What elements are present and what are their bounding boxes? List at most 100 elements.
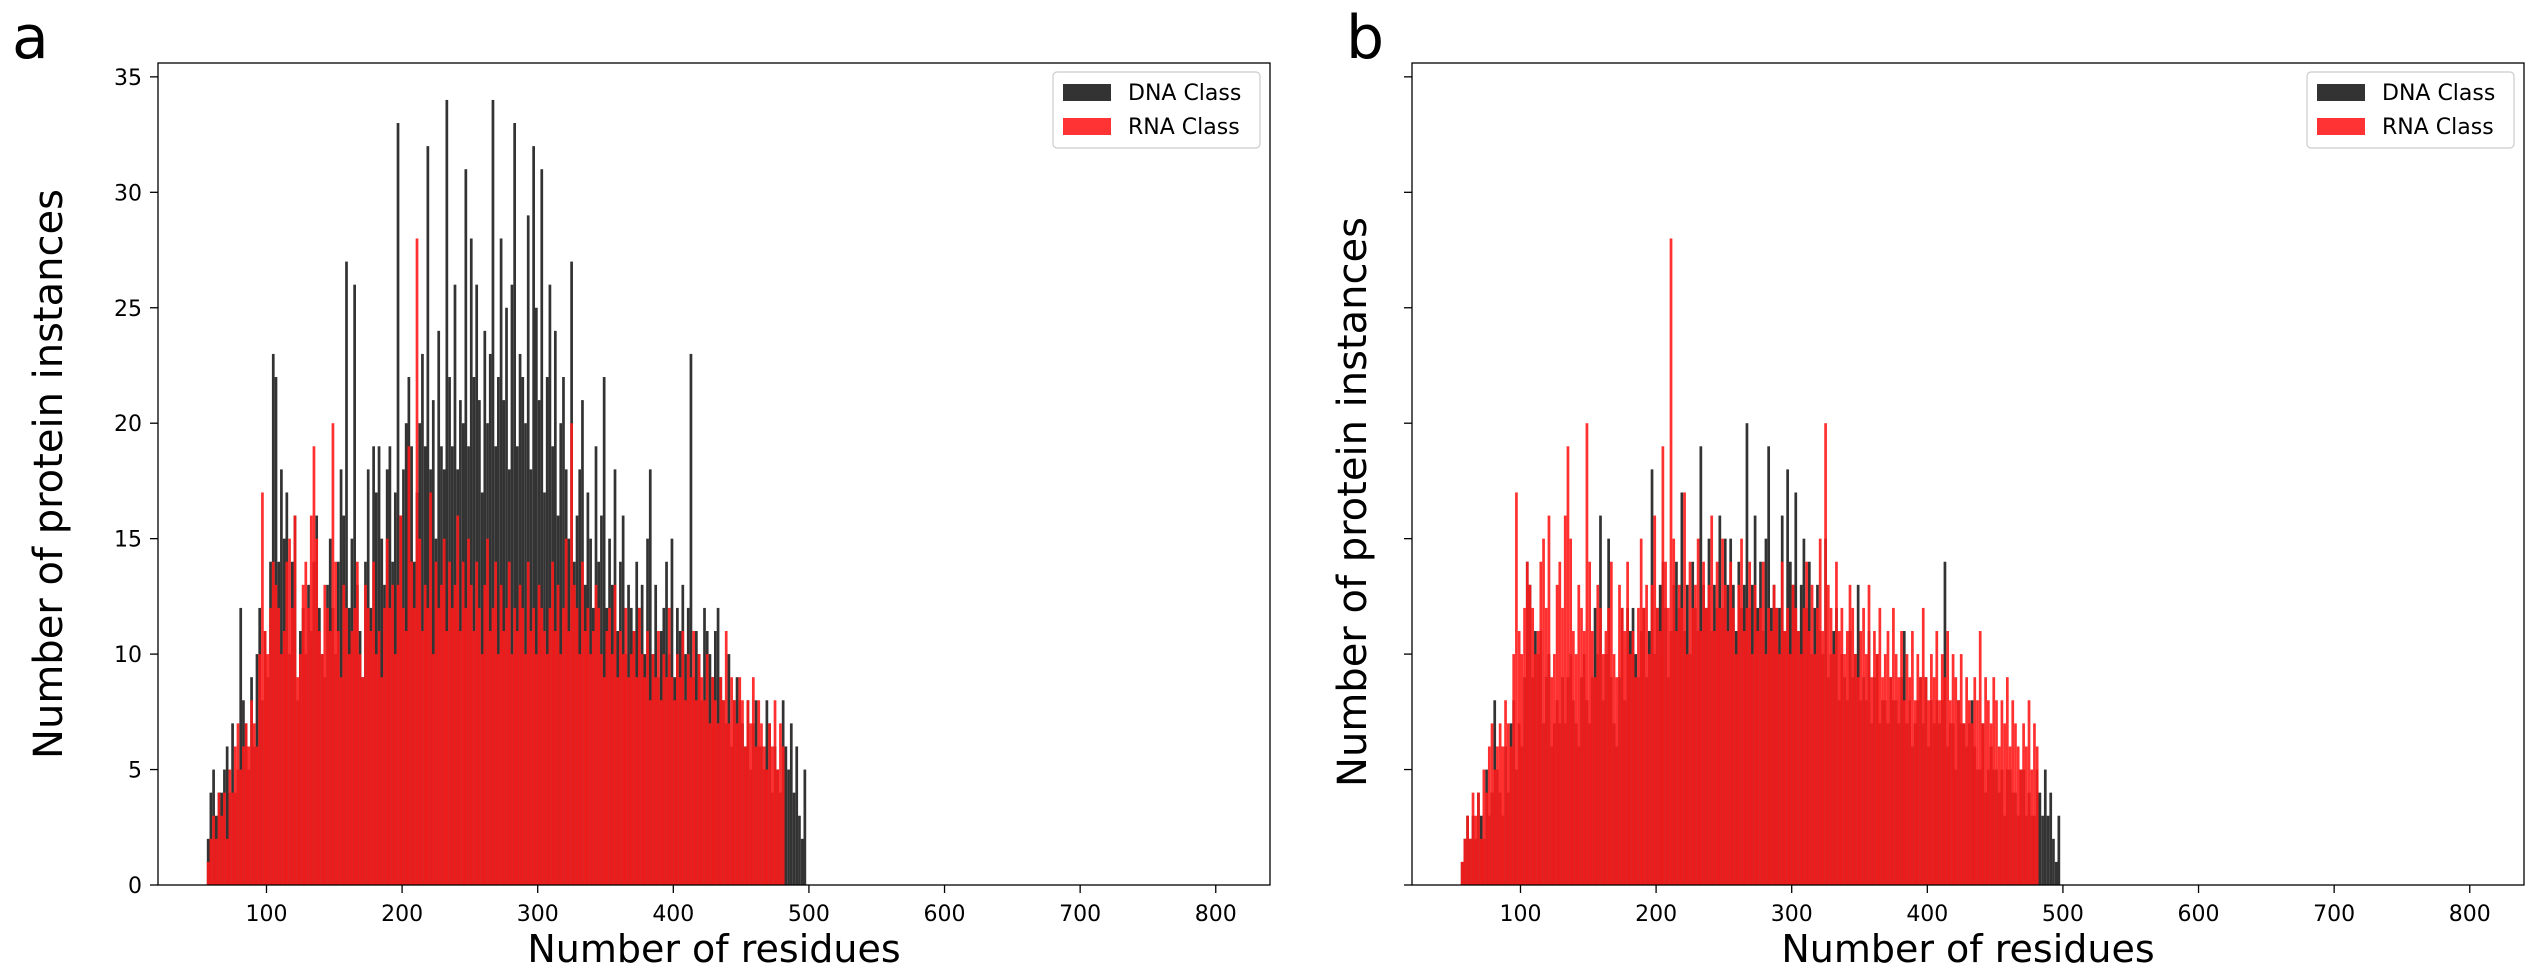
bar-rna	[2033, 723, 2036, 885]
bar-rna	[695, 700, 698, 885]
bar-dna	[453, 284, 457, 885]
y-tick-label: 0	[128, 874, 142, 899]
bar-rna	[445, 631, 449, 885]
bar-rna	[2008, 746, 2012, 885]
bar-rna	[1628, 654, 1632, 885]
bar-rna	[1555, 584, 1559, 885]
bar-rna	[1642, 607, 1646, 885]
bar-rna	[1911, 631, 1914, 885]
bar-rna	[507, 561, 511, 885]
bar-rna	[1607, 607, 1610, 885]
bar-rna	[1685, 654, 1689, 885]
bar-rna	[315, 538, 319, 885]
bar-rna	[532, 607, 535, 885]
bar-dna	[535, 307, 538, 885]
bar-rna	[1493, 769, 1497, 885]
bar-rna	[681, 631, 685, 885]
x-axis-ticks: 100 200 300 400 500 600 700 800	[245, 885, 1237, 927]
bar-rna	[754, 746, 758, 885]
bar-rna	[1873, 631, 1876, 885]
x-tick-label: 800	[1195, 902, 1237, 927]
bar-rna	[1786, 607, 1789, 885]
bar-rna	[1460, 861, 1464, 885]
bar-rna	[621, 654, 625, 885]
bar-rna	[280, 654, 283, 885]
y-tick-label: 5	[128, 759, 142, 784]
bar-rna	[388, 607, 392, 885]
legend-label-rna: RNA Class	[1128, 115, 1240, 140]
bar-rna	[307, 607, 310, 885]
bar-rna	[732, 700, 736, 885]
bar-rna	[727, 723, 731, 885]
legend: DNA Class RNA Class	[1052, 71, 1261, 149]
bar-rna	[1783, 631, 1787, 885]
bar-rna	[345, 607, 348, 885]
bar-rna	[1734, 654, 1738, 885]
bar-dna	[2052, 838, 2055, 885]
bar-rna	[1740, 538, 1743, 885]
bar-rna	[304, 561, 308, 885]
bar-rna	[646, 631, 649, 885]
bar-rna	[757, 700, 761, 885]
x-tick-label: 400	[1906, 902, 1948, 927]
bar-rna	[1468, 838, 1472, 885]
bar-rna	[1886, 631, 1890, 885]
bar-rna	[730, 677, 733, 885]
bar-rna	[697, 654, 701, 885]
bar-rna	[1729, 561, 1733, 885]
bar-rna	[1523, 607, 1526, 885]
bar-rna	[1805, 561, 1808, 885]
bar-rna	[1810, 584, 1814, 885]
bar-rna	[518, 584, 522, 885]
bar-rna	[1930, 654, 1933, 885]
bar-rna	[1599, 607, 1602, 885]
bar-rna	[1770, 631, 1773, 885]
bar-rna	[453, 584, 457, 885]
bar-rna	[309, 515, 313, 885]
bar-rna	[1718, 607, 1722, 885]
bar-dna	[545, 377, 549, 885]
bar-rna	[377, 631, 381, 885]
bar-rna	[510, 654, 514, 885]
bar-rna	[415, 238, 419, 886]
bar-rna	[779, 723, 782, 885]
bar-rna	[1780, 561, 1784, 885]
bar-rna	[1471, 792, 1475, 885]
bar-rna	[266, 654, 270, 885]
bar-rna	[1620, 607, 1624, 885]
bar-rna	[290, 607, 294, 885]
bar-rna	[1604, 631, 1608, 885]
bar-rna	[323, 584, 327, 885]
bar-rna	[231, 792, 234, 885]
bar-rna	[1723, 584, 1727, 885]
bar-rna	[1650, 584, 1654, 885]
bar-dna	[499, 238, 503, 886]
bar-rna	[1601, 654, 1605, 885]
bar-rna	[1517, 631, 1521, 885]
bar-rna	[1721, 538, 1724, 885]
bar-rna	[461, 561, 465, 885]
bar-rna	[1509, 746, 1513, 885]
bar-rna	[288, 538, 291, 885]
bar-rna	[312, 446, 316, 885]
bar-rna	[2024, 746, 2028, 885]
bar-rna	[483, 584, 487, 885]
bar-rna	[1691, 607, 1695, 885]
bar-rna	[391, 584, 394, 885]
bar-rna	[619, 631, 622, 885]
bar-rna	[1745, 607, 1749, 885]
bar-rna	[478, 607, 481, 885]
bar-rna	[206, 861, 210, 885]
bar-rna	[1653, 515, 1657, 885]
bar-rna	[1512, 654, 1516, 885]
bar-rna	[456, 515, 460, 885]
bar-rna	[242, 746, 245, 885]
bar-rna	[396, 584, 400, 885]
bar-rna	[1702, 561, 1705, 885]
bar-rna	[1921, 607, 1925, 885]
bar-rna	[502, 631, 506, 885]
bar-rna	[716, 723, 720, 885]
bar-rna	[556, 584, 560, 885]
bar-rna	[1816, 607, 1819, 885]
y-axis-label: Number of protein instances	[1330, 217, 1376, 787]
